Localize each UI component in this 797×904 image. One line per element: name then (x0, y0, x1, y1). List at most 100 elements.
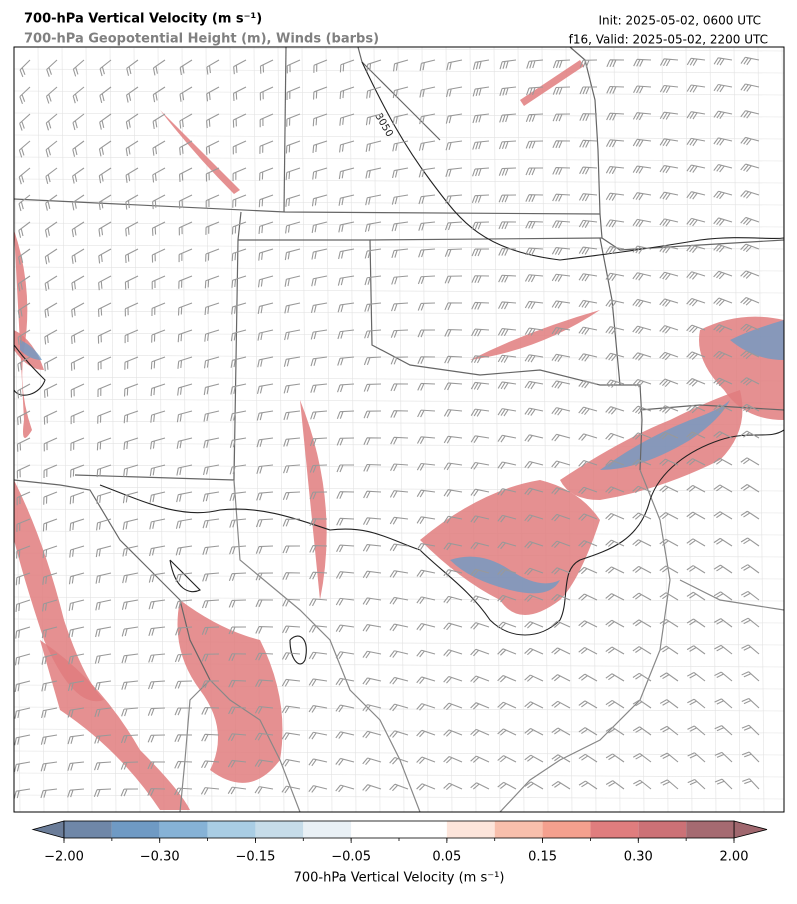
wind-barb (125, 113, 139, 130)
wind-barb (96, 464, 112, 478)
wind-barb (416, 756, 436, 764)
wind-barb (312, 140, 328, 153)
wind-barb (201, 760, 220, 769)
wind-barb (122, 491, 139, 504)
wind-barb (659, 592, 679, 601)
wind-barb (72, 113, 85, 131)
wind-barb (310, 356, 328, 367)
wind-barb (95, 545, 112, 558)
wind-barb (470, 568, 490, 577)
wind-barb (578, 299, 598, 309)
wind-barb (286, 86, 301, 101)
wind-barb (389, 623, 409, 632)
map: 3050 (13, 46, 785, 813)
wind-barb (605, 619, 625, 628)
wind-barb (659, 485, 679, 493)
wind-barb (205, 140, 220, 155)
wind-barb (41, 626, 58, 639)
wind-barb (472, 113, 490, 124)
wind-barb (71, 248, 85, 264)
wind-barb (552, 166, 571, 175)
county-line (14, 288, 784, 294)
wind-barb (257, 302, 274, 315)
wind-barb (686, 645, 706, 655)
wind-barb (363, 383, 382, 392)
wind-barb (525, 220, 544, 229)
wind-barb (443, 649, 463, 657)
wind-barb (524, 327, 544, 336)
colorbar-segment (303, 821, 352, 838)
wind-barb (200, 787, 220, 795)
wind-barb (364, 275, 382, 286)
wind-barb (713, 83, 733, 93)
wind-barb (578, 219, 598, 228)
wind-barb (365, 194, 382, 206)
wind-barb (177, 302, 193, 316)
wind-barb (470, 675, 490, 683)
wind-barb (470, 381, 490, 391)
wind-barb (97, 302, 112, 317)
wind-barb (579, 59, 598, 68)
colorbar-label: 700-hPa Vertical Velocity (m s⁻¹) (294, 871, 505, 886)
county-line (517, 47, 525, 812)
wind-barb (205, 221, 220, 235)
wind-barb (551, 781, 571, 790)
wind-barb (313, 86, 328, 100)
wind-barb (124, 275, 139, 290)
wind-barb (98, 275, 112, 291)
wind-barb (713, 110, 733, 119)
county-line (14, 574, 784, 580)
wind-barb (17, 383, 31, 399)
wind-barb (125, 167, 139, 183)
wind-barb (419, 86, 436, 98)
wind-barb (177, 383, 193, 396)
colorbar-extend-over (733, 820, 768, 839)
county-line (541, 47, 549, 812)
wind-barb (281, 705, 301, 714)
wind-barb (524, 621, 544, 629)
wind-barb (392, 167, 409, 179)
wind-barb (525, 247, 544, 256)
wind-barb (497, 728, 517, 736)
wind-barb (44, 221, 58, 238)
wind-barb (308, 678, 328, 687)
wind-barb (255, 599, 274, 608)
wind-barb (579, 166, 598, 175)
wind-barb (14, 680, 31, 693)
wind-barb (202, 518, 220, 529)
wind-barb (121, 680, 139, 690)
wind-barb (552, 193, 571, 202)
wind-barb (390, 383, 409, 392)
wind-barb (686, 538, 706, 547)
county-line (469, 47, 477, 812)
wind-barb (578, 646, 598, 655)
wind-barb (551, 487, 571, 495)
wind-barb (417, 382, 436, 391)
wind-barb (551, 380, 571, 389)
wind-barb (232, 140, 247, 155)
county-line (445, 47, 453, 812)
wind-barb (551, 727, 571, 736)
wind-barb (310, 410, 328, 420)
wind-barb (256, 491, 274, 501)
county-line (14, 68, 784, 74)
wind-barb (17, 410, 31, 426)
wind-barb (308, 758, 328, 767)
wind-barb (713, 324, 733, 333)
wind-barb (659, 565, 679, 574)
wind-barb (285, 167, 301, 181)
wind-barb (632, 753, 652, 763)
wind-barb (152, 140, 166, 156)
wind-barb (443, 489, 463, 497)
wind-barb (18, 140, 31, 158)
wind-barb (578, 753, 598, 763)
wind-barb (713, 217, 733, 226)
wind-barb (659, 58, 679, 67)
county-line (14, 47, 784, 52)
wind-barb (177, 329, 193, 343)
wind-barb (497, 675, 517, 683)
wind-barb (336, 491, 355, 499)
wind-barb (337, 275, 355, 286)
wind-barb (339, 59, 355, 73)
wind-barb (632, 405, 652, 415)
